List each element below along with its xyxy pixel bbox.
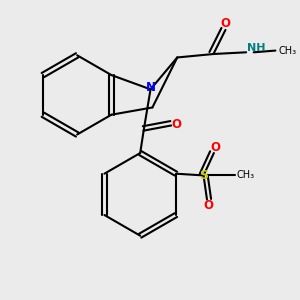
Text: O: O — [210, 141, 220, 154]
Text: CH₃: CH₃ — [279, 46, 297, 56]
Text: N: N — [146, 81, 155, 94]
Text: O: O — [203, 199, 213, 212]
Text: O: O — [220, 17, 230, 30]
Text: O: O — [172, 118, 182, 131]
Text: S: S — [199, 169, 208, 182]
Text: CH₃: CH₃ — [236, 170, 254, 180]
Text: NH: NH — [247, 43, 265, 53]
